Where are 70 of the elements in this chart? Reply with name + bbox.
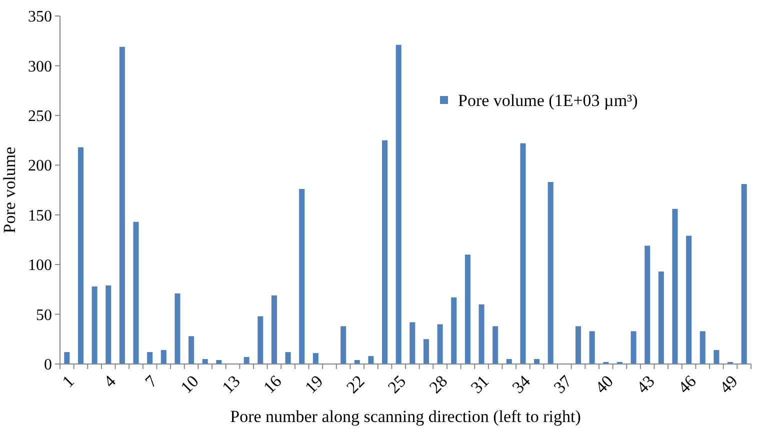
x-tick-label: 22 [342, 372, 368, 398]
y-tick-label: 0 [44, 356, 52, 374]
bar [258, 316, 264, 364]
x-tick-label: 49 [716, 372, 742, 398]
bar [534, 359, 540, 364]
y-tick-label: 100 [28, 257, 52, 274]
y-tick-label: 250 [28, 108, 52, 126]
bar [133, 222, 139, 364]
x-tick-label: 40 [591, 372, 617, 398]
bar [78, 147, 84, 364]
bar [92, 286, 98, 364]
x-tick-label: 4 [100, 371, 120, 392]
y-tick-label: 50 [36, 306, 52, 324]
bar [548, 182, 554, 364]
bar [119, 46, 125, 364]
bar [741, 184, 747, 364]
bar [686, 236, 692, 364]
x-tick-label: 19 [301, 372, 327, 398]
bar [160, 350, 166, 364]
bar [589, 331, 595, 364]
bar [340, 326, 346, 364]
x-tick-label: 25 [384, 372, 410, 398]
bar [410, 322, 416, 364]
y-tick-label: 150 [28, 207, 52, 224]
x-tick-label: 1 [58, 372, 78, 392]
bar [478, 304, 484, 364]
bar [630, 331, 636, 364]
x-axis-title: Pore number along scanning direction (left to right) [230, 407, 581, 426]
x-tick-label: 13 [218, 372, 244, 398]
x-tick-label: 28 [426, 372, 452, 398]
bar [451, 297, 457, 364]
bar [382, 140, 388, 364]
y-axis-title: Pore volume [0, 146, 19, 234]
bar [658, 272, 664, 364]
bar [147, 352, 153, 364]
bar [312, 353, 318, 364]
x-tick-label: 31 [467, 372, 493, 398]
bar [437, 324, 443, 364]
bar [644, 246, 650, 364]
y-tick-label: 200 [28, 158, 52, 175]
bar [396, 44, 402, 364]
bar [672, 208, 678, 364]
bar [464, 254, 470, 364]
bar [64, 352, 70, 364]
x-tick-label: 34 [508, 371, 534, 398]
bar [106, 285, 112, 364]
y-tick-label: 300 [28, 58, 52, 76]
x-tick-label: 46 [674, 372, 700, 398]
bar [506, 359, 512, 364]
bar [285, 352, 291, 364]
x-tick-label: 43 [632, 372, 658, 398]
bar [188, 336, 194, 364]
bar [714, 350, 720, 364]
bar [174, 293, 180, 364]
y-tick-label: 350 [28, 8, 52, 26]
bar [299, 189, 305, 364]
bar [700, 331, 706, 364]
bar [492, 326, 498, 364]
x-tick-label: 37 [550, 371, 576, 398]
bar [271, 295, 277, 364]
bar [423, 339, 429, 364]
bar [202, 359, 208, 364]
x-tick-label: 7 [141, 371, 162, 392]
x-tick-label: 10 [176, 372, 202, 398]
bar [368, 356, 374, 364]
legend-label: Pore volume (1E+03 µm³) [458, 90, 638, 110]
x-tick-label: 16 [260, 372, 286, 398]
bar [244, 357, 250, 364]
bar [520, 143, 526, 364]
bar [575, 326, 582, 364]
